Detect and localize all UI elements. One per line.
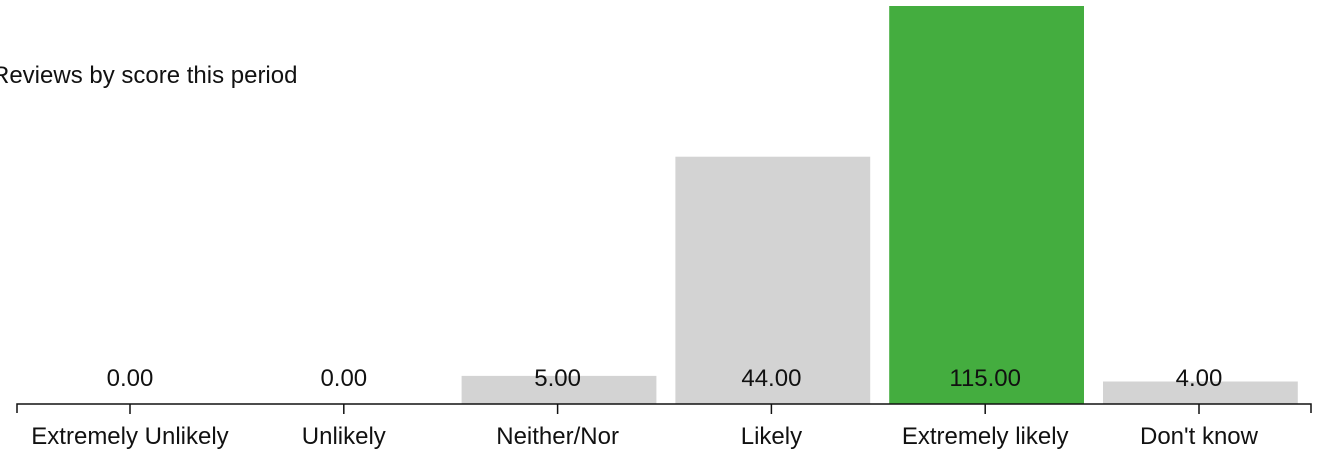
- value-label-unlikely: 0.00: [320, 365, 367, 392]
- x-tick-label-likely: Likely: [741, 423, 802, 450]
- value-labels-group: 0.00 0.00 5.00 44.00 115.00 4.00: [107, 365, 1223, 392]
- bars-group: [461, 6, 1298, 404]
- x-axis: Extremely Unlikely Unlikely Neither/Nor Lik…: [16, 403, 1312, 450]
- x-tick-label-extremely-unlikely: Extremely Unlikely: [31, 423, 228, 450]
- x-tick-label-don-t-know: Don't know: [1140, 423, 1259, 450]
- bar-don-t-know: [1103, 381, 1298, 404]
- value-label-extremely-unlikely: 0.00: [107, 365, 154, 392]
- value-label-extremely-likely: 115.00: [949, 365, 1021, 392]
- x-tick-label-unlikely: Unlikely: [302, 423, 386, 450]
- value-label-likely: 44.00: [741, 365, 801, 392]
- x-tick-label-neither-nor: Neither/Nor: [496, 423, 619, 450]
- bar-likely: [675, 156, 871, 404]
- bar-extremely-likely: [889, 6, 1084, 404]
- x-axis-line: [16, 403, 1312, 413]
- value-label-don-t-know: 4.00: [1176, 365, 1223, 392]
- value-label-neither-nor: 5.00: [534, 365, 581, 392]
- x-tick-label-extremely-likely: Extremely likely: [902, 423, 1069, 450]
- chart-subtitle: Reviews by score this period: [0, 62, 297, 89]
- bar-neither-nor: [461, 375, 657, 404]
